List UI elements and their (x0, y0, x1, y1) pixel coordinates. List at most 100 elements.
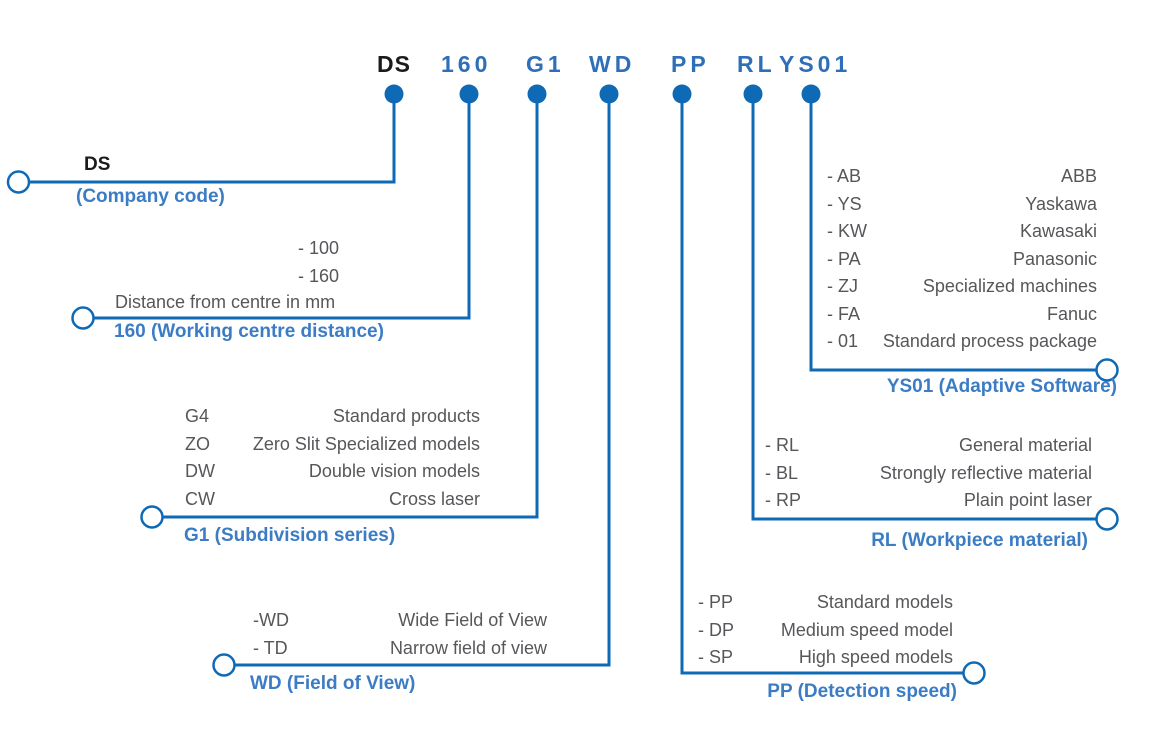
option-code: - 01 (827, 331, 859, 351)
model-segment-160: 160 (441, 51, 492, 77)
option-desc: Double vision models (308, 461, 480, 481)
node-circle-field-of-view (212, 653, 236, 677)
option-desc: Panasonic (1012, 248, 1097, 269)
adaptive-software-title: YS01 (Adaptive Software) (886, 376, 1117, 397)
dot-g1 (527, 84, 547, 104)
option-code: - 100 (298, 238, 340, 258)
option-code: - RP (765, 490, 801, 510)
option-code: - YS (827, 193, 862, 214)
node-circle-subdivision (140, 505, 164, 529)
option-row: DW Double vision models (185, 458, 480, 486)
working-centre-title: 160 (Working centre distance) (114, 321, 384, 342)
option-desc: Strongly reflective material (879, 462, 1092, 483)
option-row: - DP Medium speed model (698, 617, 953, 645)
adaptive-software-options: - AB ABB - YS Yaskawa - KW Kawasaki - PA… (827, 163, 1097, 356)
dot-rl (743, 84, 763, 104)
option-desc: Fanuc (1046, 303, 1097, 324)
option-code: - TD (253, 637, 288, 658)
option-row: - SP High speed models (698, 644, 953, 672)
option-code: CW (185, 488, 215, 509)
option-desc: Wide Field of View (398, 610, 547, 630)
option-desc: Standard models (816, 592, 953, 612)
subdivision-options: G4 Standard products ZO Zero Slit Specia… (185, 403, 480, 513)
node-circle-adaptive-software (1095, 358, 1119, 382)
connector-line-g1 (163, 94, 539, 519)
option-desc: Narrow field of view (389, 637, 547, 658)
option-desc: Zero Slit Specialized models (252, 433, 480, 454)
model-segment-wd: WD (589, 51, 636, 77)
dot-ys01 (801, 84, 821, 104)
option-desc: Standard products (332, 406, 480, 426)
option-row: - YS Yaskawa (827, 191, 1097, 219)
option-code: - SP (698, 647, 734, 667)
option-row: G4 Standard products (185, 403, 480, 431)
dot-pp (672, 84, 692, 104)
connector-line-pp (680, 94, 963, 675)
option-row: - RP Plain point laser (765, 487, 1092, 515)
option-code: - BL (765, 462, 799, 483)
option-row: - TD Narrow field of view (253, 635, 547, 663)
option-row: CW Cross laser (185, 486, 480, 514)
option-code: - KW (827, 221, 867, 241)
option-row: - 160 (298, 263, 356, 291)
detection-speed-title: PP (Detection speed) (767, 681, 957, 702)
option-code: - DP (698, 619, 734, 640)
working-centre-options: - 100 - 160 (298, 235, 356, 290)
option-desc: Standard process package (882, 331, 1097, 351)
option-code: G4 (185, 406, 210, 426)
company-code-value: DS (84, 154, 111, 175)
field-of-view-title: WD (Field of View) (250, 673, 416, 694)
model-segment-ds: DS (377, 51, 411, 77)
option-row: - RL General material (765, 432, 1092, 460)
field-of-view-options: -WD Wide Field of View - TD Narrow field… (253, 607, 547, 662)
option-code: -WD (253, 610, 289, 630)
option-code: - 160 (298, 265, 340, 286)
subdivision-title: G1 (Subdivision series) (184, 525, 396, 546)
option-row: - BL Strongly reflective material (765, 460, 1092, 488)
option-row: - 01 Standard process package (827, 328, 1097, 356)
option-row: - PA Panasonic (827, 246, 1097, 274)
model-segment-ys01: YS01 (779, 51, 852, 77)
option-desc: General material (958, 435, 1092, 455)
option-desc: High speed models (798, 647, 953, 667)
connector-line-ys01 (809, 94, 1096, 372)
option-row: - PP Standard models (698, 589, 953, 617)
option-code: ZO (185, 433, 210, 454)
option-desc: Cross laser (388, 488, 480, 509)
connector-line-ds (29, 94, 396, 184)
dot-160 (459, 84, 479, 104)
dot-wd (599, 84, 619, 104)
option-code: DW (185, 461, 215, 481)
node-circle-working-centre (71, 306, 95, 330)
option-row: ZO Zero Slit Specialized models (185, 431, 480, 459)
option-desc: Plain point laser (963, 490, 1092, 510)
connector-line-rl (751, 94, 1096, 521)
model-segment-pp: PP (671, 51, 710, 77)
option-desc: Specialized machines (922, 276, 1097, 296)
workpiece-material-options: - RL General material - BL Strongly refl… (765, 432, 1092, 515)
option-desc: Medium speed model (780, 619, 953, 640)
option-desc: Yaskawa (1025, 193, 1097, 214)
node-circle-company-code (6, 170, 31, 194)
option-code: - PP (698, 592, 734, 612)
model-segment-g1: G1 (526, 51, 565, 77)
option-desc: ABB (1060, 166, 1097, 186)
node-circle-workpiece-material (1095, 507, 1119, 531)
option-code: - PA (827, 248, 861, 269)
connector-line-160 (94, 94, 471, 320)
option-code: - RL (765, 435, 800, 455)
dot-ds (384, 84, 404, 104)
working-centre-note: Distance from centre in mm (115, 292, 336, 312)
detection-speed-options: - PP Standard models - DP Medium speed m… (698, 589, 953, 672)
option-row: -WD Wide Field of View (253, 607, 547, 635)
option-row: - FA Fanuc (827, 301, 1097, 329)
option-row: - KW Kawasaki (827, 218, 1097, 246)
option-code: - ZJ (827, 276, 858, 296)
option-desc: Kawasaki (1019, 221, 1097, 241)
model-segment-rl: RL (737, 51, 776, 77)
option-row: - 100 (298, 235, 356, 263)
node-circle-detection-speed (962, 661, 986, 685)
option-row: - ZJ Specialized machines (827, 273, 1097, 301)
